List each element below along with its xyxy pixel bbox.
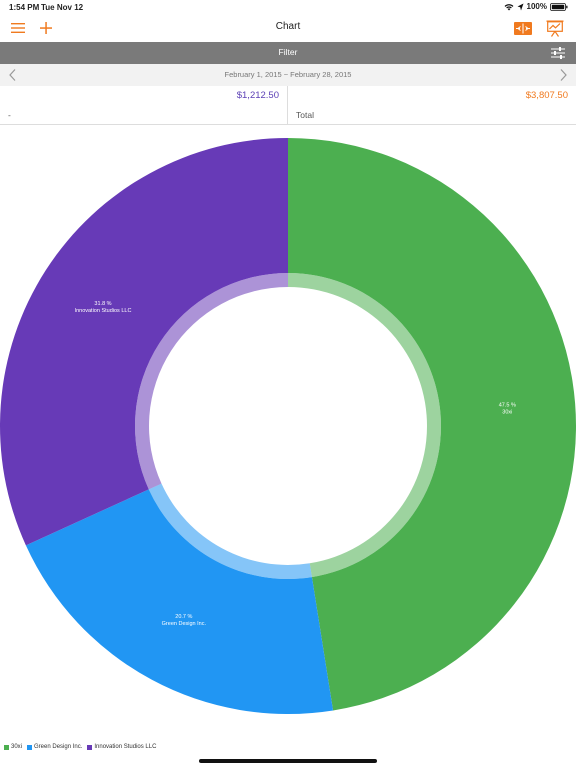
- battery-icon: [550, 2, 568, 11]
- summary-left-label: -: [8, 110, 11, 120]
- status-indicators: 100%: [504, 2, 568, 11]
- legend-item: 30xi: [4, 744, 22, 750]
- summary-row: $1,212.50 - $3,807.50 Total: [0, 86, 576, 125]
- summary-right[interactable]: $3,807.50 Total: [288, 86, 576, 125]
- battery-percent: 100%: [526, 2, 547, 11]
- slice-percent-label: 47.5 %: [499, 403, 516, 409]
- summary-left-amount: $1,212.50: [236, 90, 279, 101]
- legend-swatch: [87, 744, 93, 750]
- split-view-icon[interactable]: [513, 18, 533, 38]
- date-range-bar: February 1, 2015 ~ February 28, 2015: [0, 64, 576, 86]
- slice-inner-ring-green-design-inc: [148, 483, 312, 579]
- slice-30xi[interactable]: [288, 138, 576, 711]
- legend-item: Innovation Studios LLC: [87, 744, 156, 750]
- chevron-right-icon[interactable]: [556, 68, 570, 82]
- date-range-label: February 1, 2015 ~ February 28, 2015: [224, 70, 352, 79]
- page-title: Chart: [275, 21, 301, 32]
- sliders-icon[interactable]: [550, 45, 566, 61]
- location-arrow-icon: [517, 3, 524, 10]
- home-indicator: [199, 759, 377, 763]
- slice-inner-ring-innovation-studios-llc: [135, 273, 288, 490]
- legend-swatch: [4, 744, 9, 750]
- slice-name-label: 30xi: [502, 410, 512, 416]
- summary-total-label: Total: [296, 110, 314, 120]
- nav-bar: Chart: [0, 14, 576, 42]
- slice-green-design-inc[interactable]: [25, 489, 334, 714]
- summary-right-amount: $3,807.50: [525, 90, 568, 101]
- status-time: 1:54 PM: [9, 3, 40, 12]
- presentation-chart-icon[interactable]: [545, 18, 565, 38]
- summary-left[interactable]: $1,212.50 -: [0, 86, 288, 125]
- donut-chart[interactable]: 47.5 %30xi 20.7 %Green Design Inc. 31.8 %I…: [0, 126, 576, 738]
- status-bar: 1:54 PM Tue Nov 12 100%: [0, 0, 576, 14]
- slice-name-label: Innovation Studios LLC: [75, 308, 132, 314]
- legend-label: Green Design Inc.: [34, 744, 83, 750]
- slice-percent-label: 31.8 %: [94, 301, 111, 307]
- slice-percent-label: 20.7 %: [175, 614, 192, 620]
- status-date: Tue Nov 12: [41, 3, 84, 12]
- slice-innovation-studios-llc[interactable]: [0, 138, 288, 546]
- chevron-left-icon[interactable]: [6, 68, 20, 82]
- filter-label: Filter: [278, 47, 298, 57]
- slice-name-label: Green Design Inc.: [162, 621, 207, 627]
- add-icon[interactable]: [36, 18, 56, 38]
- filter-bar[interactable]: Filter: [0, 42, 576, 64]
- menu-icon[interactable]: [8, 18, 28, 38]
- wifi-icon: [504, 3, 513, 10]
- legend-label: Innovation Studios LLC: [94, 744, 157, 750]
- legend-swatch: [27, 744, 33, 750]
- chart-legend: 30xi Green Design Inc. Innovation Studios …: [4, 744, 156, 750]
- legend-item: Green Design Inc.: [27, 744, 82, 750]
- legend-label: 30xi: [11, 744, 23, 750]
